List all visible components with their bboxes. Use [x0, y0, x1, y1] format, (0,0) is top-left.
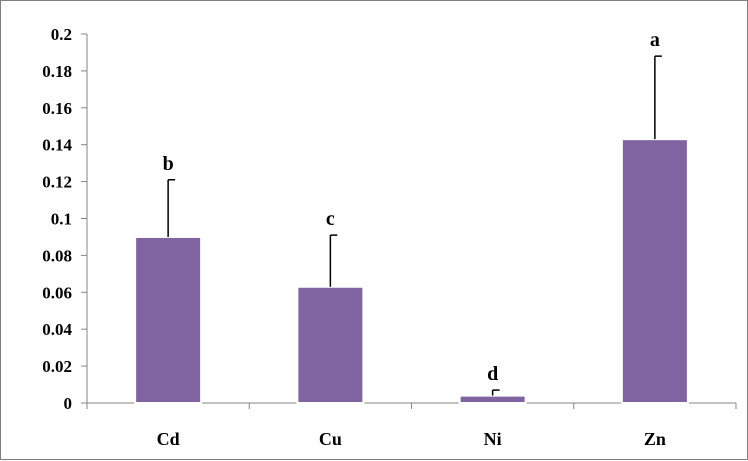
- y-tick-label: 0.08: [42, 246, 72, 265]
- x-category-label: Zn: [644, 429, 666, 449]
- significance-letter: a: [650, 29, 660, 51]
- y-tick-label: 0.18: [42, 62, 72, 81]
- y-tick-label: 0.06: [42, 283, 72, 302]
- y-tick-label: 0.16: [42, 99, 72, 118]
- y-tick-label: 0: [64, 394, 73, 413]
- y-tick-label: 0.12: [42, 173, 72, 192]
- y-tick-label: 0.04: [42, 320, 72, 339]
- x-category-label: Cd: [157, 429, 180, 449]
- x-category-label: Cu: [319, 429, 342, 449]
- x-category-label: Ni: [484, 429, 502, 449]
- bar-cu: [296, 285, 365, 405]
- y-tick-label: 0.02: [42, 357, 72, 376]
- y-tick-label: 0.14: [42, 136, 72, 155]
- significance-letter: c: [326, 208, 335, 230]
- significance-letter: d: [487, 363, 498, 385]
- significance-letter: b: [163, 153, 174, 175]
- y-tick-label: 0.1: [51, 210, 72, 229]
- bar-ni: [458, 394, 527, 404]
- bar-zn: [620, 138, 689, 404]
- bar-cd: [134, 235, 203, 404]
- y-tick-label: 0.2: [51, 25, 72, 44]
